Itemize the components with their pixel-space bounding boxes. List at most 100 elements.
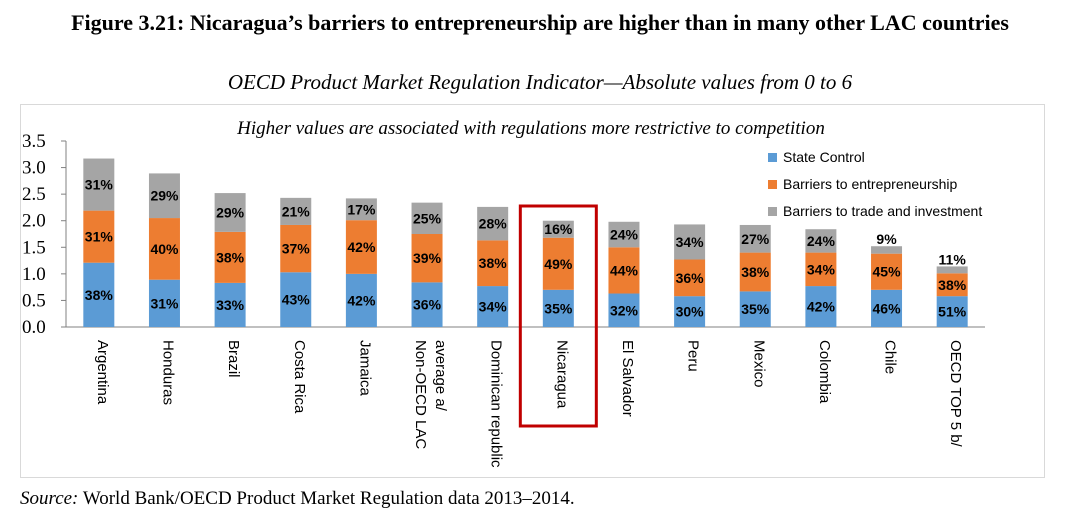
bar-segment (805, 229, 837, 253)
bar-segment (542, 220, 574, 238)
y-tick-label: 3.5 (22, 131, 46, 152)
data-label: 21% (282, 203, 311, 219)
x-tick-label: Brazil (225, 340, 242, 378)
data-label: 24% (807, 233, 836, 249)
y-tick-label: 0.5 (22, 290, 46, 311)
data-label: 38% (216, 249, 245, 265)
bar-segment (477, 286, 509, 327)
legend-swatch (768, 180, 777, 189)
bar-segment (871, 253, 903, 290)
bar-segment (214, 193, 246, 232)
data-label: 38% (479, 255, 508, 271)
data-label: 31% (85, 177, 114, 193)
x-tick-label: Chile (882, 340, 899, 374)
data-label: 35% (544, 300, 573, 316)
bar-segment (280, 272, 312, 327)
data-label: 32% (610, 302, 639, 318)
bar-segment (739, 291, 771, 327)
data-label: 45% (873, 264, 902, 280)
figure-title: Figure 3.21: Nicaragua’s barriers to ent… (71, 10, 1009, 35)
bar-segment (345, 198, 377, 221)
bar-segment (411, 234, 443, 283)
figure-subtitle: OECD Product Market Regulation Indicator… (227, 70, 853, 94)
bar-segment (936, 273, 968, 297)
bar-segment (411, 202, 443, 234)
bar-segment (148, 279, 180, 327)
x-tick-label: Honduras (159, 340, 176, 405)
bar-segment (345, 273, 377, 327)
bar-segment (148, 218, 180, 280)
bar-segment (608, 293, 640, 327)
bar-segment (805, 252, 837, 287)
data-label: 9% (876, 231, 897, 247)
y-tick-label: 0.0 (22, 317, 46, 338)
bar-segment (542, 237, 574, 290)
y-tick-label: 1.5 (22, 237, 46, 258)
data-label: 16% (544, 221, 573, 237)
data-label: 34% (479, 299, 508, 315)
bar-segment (936, 296, 968, 327)
bar-segment (608, 247, 640, 294)
bar-segment (477, 240, 509, 287)
y-tick-label: 2.5 (22, 184, 46, 205)
bar-segment (148, 173, 180, 219)
data-label: 34% (807, 261, 836, 277)
data-label: 24% (610, 227, 639, 243)
data-label: 38% (741, 264, 770, 280)
data-label: 17% (347, 201, 376, 217)
data-label: 42% (807, 299, 836, 315)
x-tick-label: Jamaica (356, 340, 373, 397)
data-label: 33% (216, 297, 245, 313)
y-tick-label: 1.0 (22, 264, 46, 285)
bar-segment (739, 224, 771, 253)
chart-frame (20, 104, 1045, 478)
x-tick-label: Peru (685, 340, 702, 372)
data-label: 34% (676, 234, 705, 250)
legend-label: Barriers to entrepreneurship (783, 176, 958, 192)
data-label: 31% (150, 295, 179, 311)
data-label: 28% (479, 216, 508, 232)
legend-label: Barriers to trade and investment (783, 203, 982, 219)
bar-segment (477, 206, 509, 241)
data-label: 36% (413, 297, 442, 313)
data-label: 42% (347, 292, 376, 308)
x-tick-label: Colombia (816, 340, 833, 404)
data-label: 46% (873, 300, 902, 316)
bar-segment (674, 259, 706, 297)
bar-segment (214, 282, 246, 327)
bar-segment (674, 224, 706, 260)
x-tick-label: Dominican republic (488, 340, 505, 468)
data-label: 44% (610, 262, 639, 278)
bar-segment (608, 221, 640, 248)
data-label: 38% (85, 287, 114, 303)
source-text: World Bank/OECD Product Market Regulatio… (82, 488, 575, 509)
source-note: Source: World Bank/OECD Product Market R… (20, 488, 575, 510)
x-tick-label: Argentina (94, 340, 111, 405)
x-tick-label: Costa Rica (291, 340, 308, 414)
y-tick-label: 3.0 (22, 158, 46, 179)
data-label: 25% (413, 210, 442, 226)
legend-swatch (768, 153, 777, 162)
chart-annotation: Higher values are associated with regula… (236, 118, 825, 139)
y-tick-label: 2.0 (22, 211, 46, 232)
bar-segment (739, 252, 771, 292)
x-tick-label: OECD TOP 5 b/ (947, 340, 964, 448)
bar-segment (280, 224, 312, 273)
legend-label: State Control (783, 149, 865, 165)
bar-segment (214, 231, 246, 283)
x-tick-label: Non-OECD LAC (412, 340, 429, 449)
legend-swatch (768, 207, 777, 216)
bar-segment (871, 246, 903, 254)
data-label: 11% (939, 251, 967, 267)
bar-segment (280, 197, 312, 225)
data-label: 31% (85, 229, 114, 245)
bar-segment (411, 282, 443, 327)
data-label: 27% (741, 231, 770, 247)
x-tick-label: Mexico (750, 340, 767, 388)
data-label: 51% (938, 304, 967, 320)
x-tick-label: Nicaragua (553, 340, 570, 409)
data-label: 38% (938, 277, 967, 293)
bar-segment (871, 289, 903, 327)
bar-segment (83, 158, 115, 211)
